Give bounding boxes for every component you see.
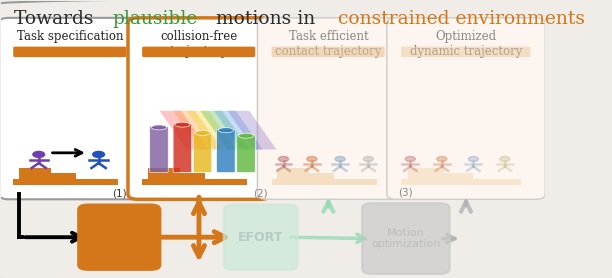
FancyBboxPatch shape: [193, 132, 212, 172]
Polygon shape: [187, 111, 236, 150]
Circle shape: [93, 152, 105, 157]
Text: RB-PRM: RB-PRM: [92, 231, 147, 244]
FancyBboxPatch shape: [78, 205, 160, 270]
FancyBboxPatch shape: [13, 47, 126, 57]
Circle shape: [307, 157, 317, 162]
Bar: [148, 168, 180, 173]
Text: (1): (1): [112, 188, 127, 198]
Circle shape: [500, 157, 510, 162]
Bar: [408, 173, 473, 178]
FancyBboxPatch shape: [142, 47, 255, 57]
FancyBboxPatch shape: [0, 18, 141, 199]
Circle shape: [364, 157, 373, 162]
Bar: [19, 173, 76, 178]
Bar: [19, 168, 51, 173]
Circle shape: [33, 152, 45, 157]
Text: (2): (2): [253, 188, 268, 198]
Bar: [142, 178, 247, 185]
Polygon shape: [160, 111, 209, 150]
FancyBboxPatch shape: [387, 18, 545, 199]
Circle shape: [437, 157, 447, 162]
Text: (3): (3): [398, 187, 413, 197]
Ellipse shape: [195, 130, 210, 135]
FancyBboxPatch shape: [173, 124, 192, 172]
Bar: [277, 168, 309, 173]
FancyBboxPatch shape: [224, 205, 297, 270]
Bar: [148, 173, 205, 178]
Text: Task specification: Task specification: [17, 30, 123, 43]
Text: motions in: motions in: [211, 10, 321, 28]
FancyBboxPatch shape: [237, 135, 255, 172]
Circle shape: [468, 157, 479, 162]
Ellipse shape: [175, 122, 190, 127]
FancyBboxPatch shape: [128, 18, 270, 199]
Bar: [408, 168, 444, 173]
Text: constrained environments: constrained environments: [338, 10, 585, 28]
Bar: [401, 178, 521, 185]
Text: Towards: Towards: [14, 10, 100, 28]
FancyBboxPatch shape: [150, 126, 168, 172]
FancyBboxPatch shape: [401, 47, 531, 57]
Text: plausible: plausible: [113, 10, 198, 28]
Polygon shape: [200, 111, 249, 150]
Bar: [272, 178, 376, 185]
Ellipse shape: [151, 125, 166, 130]
FancyBboxPatch shape: [272, 47, 385, 57]
Circle shape: [278, 157, 289, 162]
FancyBboxPatch shape: [258, 18, 400, 199]
Ellipse shape: [239, 133, 253, 138]
Text: Motion
optimization: Motion optimization: [371, 228, 441, 249]
Ellipse shape: [218, 128, 234, 133]
Polygon shape: [214, 111, 263, 150]
Text: EFORT: EFORT: [238, 231, 283, 244]
Text: Task efficient
contact trajectory: Task efficient contact trajectory: [275, 30, 382, 58]
Circle shape: [405, 157, 416, 162]
Text: Optimized
dynamic trajectory: Optimized dynamic trajectory: [410, 30, 522, 58]
Polygon shape: [173, 111, 222, 150]
Text: collision-free
trajectory: collision-free trajectory: [160, 30, 237, 58]
FancyBboxPatch shape: [217, 129, 235, 172]
Polygon shape: [228, 111, 277, 150]
FancyBboxPatch shape: [362, 203, 450, 274]
Bar: [13, 178, 118, 185]
Circle shape: [335, 157, 345, 162]
Bar: [277, 173, 334, 178]
